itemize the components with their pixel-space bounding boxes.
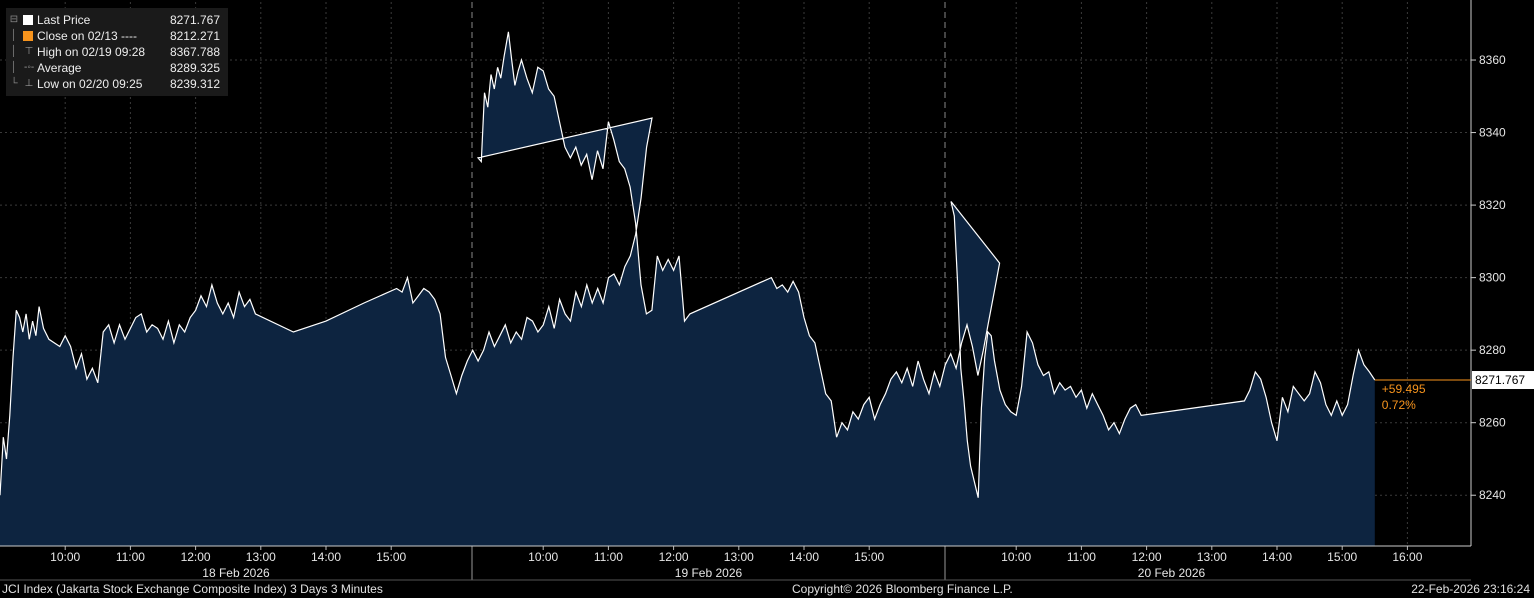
y-tick-label: 8260 <box>1479 416 1506 430</box>
y-tick-label: 8280 <box>1479 343 1506 357</box>
legend-row-average: │ -◦- Average 8289.325 <box>6 60 228 76</box>
x-tick-label: 13:00 <box>1197 550 1227 564</box>
legend-row-last-price: ⊟ Last Price 8271.767 <box>6 12 228 28</box>
change-percent: 0.72% <box>1382 398 1416 412</box>
tree-line-icon: │ <box>10 62 18 73</box>
x-tick-label: 14:00 <box>1262 550 1292 564</box>
x-tick-label: 11:00 <box>594 550 623 564</box>
legend-row-high: │ ⊤ High on 02/19 09:28 8367.788 <box>6 44 228 60</box>
x-tick-label: 16:00 <box>1392 550 1422 564</box>
orange-square-icon <box>23 31 33 41</box>
day-label: 20 Feb 2026 <box>1138 566 1206 580</box>
average-marker-icon: -◦- <box>24 62 35 73</box>
legend-label: Close on 02/13 ---- <box>37 29 138 43</box>
legend-value: 8271.767 <box>169 13 220 27</box>
price-area <box>0 31 1375 547</box>
legend-label: High on 02/19 09:28 <box>37 45 146 59</box>
x-tick-label: 15:00 <box>376 550 406 564</box>
x-tick-label: 15:00 <box>854 550 884 564</box>
x-tick-label: 14:00 <box>311 550 341 564</box>
legend-label: Last Price <box>37 13 91 27</box>
tree-line-icon: │ <box>10 30 18 41</box>
y-tick-label: 8320 <box>1479 198 1506 212</box>
day-label: 18 Feb 2026 <box>202 566 270 580</box>
x-tick-label: 12:00 <box>1132 550 1162 564</box>
low-marker-icon: ⊥ <box>24 78 34 89</box>
legend-value: 8367.788 <box>169 45 220 59</box>
legend-row-close: │ Close on 02/13 ---- 8212.271 <box>6 28 228 44</box>
x-tick-label: 11:00 <box>116 550 145 564</box>
legend-value: 8239.312 <box>169 77 220 91</box>
footer-copyright: Copyright© 2026 Bloomberg Finance L.P. <box>792 582 1013 596</box>
last-price-tag-value: 8271.767 <box>1475 373 1525 387</box>
footer-timestamp: 22-Feb-2026 23:16:24 <box>1411 582 1530 596</box>
y-tick-label: 8340 <box>1479 126 1506 140</box>
y-tick-label: 8300 <box>1479 271 1506 285</box>
legend-row-low: └ ⊥ Low on 02/20 09:25 8239.312 <box>6 76 228 92</box>
change-absolute: +59.495 <box>1382 382 1426 396</box>
y-tick-label: 8240 <box>1479 488 1506 502</box>
day-label: 19 Feb 2026 <box>675 566 743 580</box>
legend-label: Average <box>37 61 82 75</box>
last-price-tag <box>1472 371 1534 390</box>
x-tick-label: 10:00 <box>528 550 558 564</box>
x-tick-label: 10:00 <box>50 550 80 564</box>
tree-line-icon: └ <box>10 78 18 89</box>
footer-security-description: JCI Index (Jakarta Stock Exchange Compos… <box>2 582 383 596</box>
x-tick-label: 15:00 <box>1327 550 1357 564</box>
high-marker-icon: ⊤ <box>24 46 34 57</box>
legend-panel: ⊟ Last Price 8271.767 │ Close on 02/13 -… <box>6 8 228 96</box>
legend-value: 8289.325 <box>169 61 220 75</box>
white-square-icon <box>23 15 33 25</box>
price-line <box>0 31 1376 498</box>
x-tick-label: 12:00 <box>659 550 689 564</box>
x-tick-label: 14:00 <box>789 550 819 564</box>
x-tick-label: 11:00 <box>1067 550 1096 564</box>
legend-label: Low on 02/20 09:25 <box>37 77 143 91</box>
x-tick-label: 13:00 <box>246 550 276 564</box>
collapse-icon[interactable]: ⊟ <box>9 14 19 25</box>
tree-line-icon: │ <box>10 46 18 57</box>
x-tick-label: 13:00 <box>724 550 754 564</box>
x-tick-label: 12:00 <box>181 550 211 564</box>
x-tick-label: 10:00 <box>1001 550 1031 564</box>
legend-value: 8212.271 <box>169 29 220 43</box>
y-tick-label: 8360 <box>1479 53 1506 67</box>
